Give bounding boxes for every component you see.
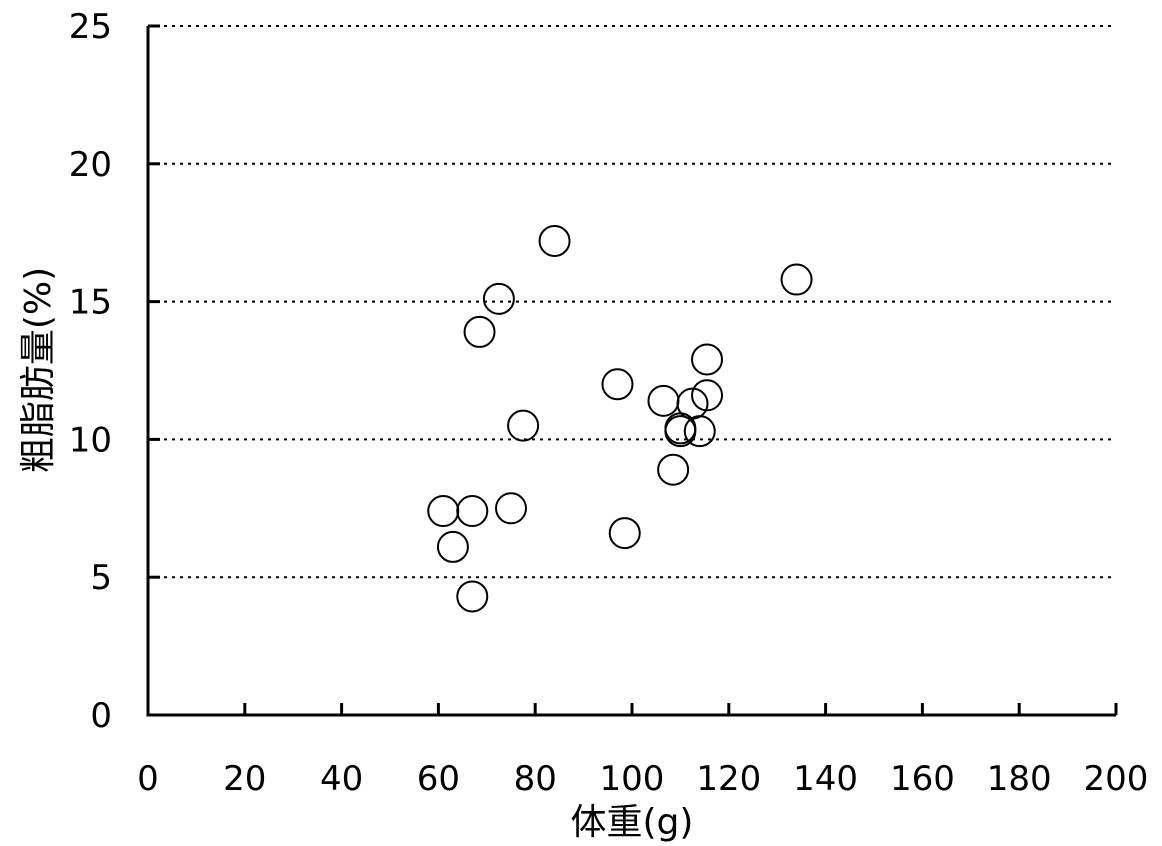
grid-lines <box>148 25 1116 579</box>
y-tick-label: 5 <box>90 558 112 598</box>
x-tick-label: 120 <box>696 759 761 799</box>
data-point <box>691 379 724 412</box>
x-tick-label: 40 <box>320 759 363 799</box>
x-tick-label: 60 <box>417 759 460 799</box>
data-point <box>691 343 724 376</box>
data-point <box>664 415 697 448</box>
data-point <box>647 384 680 417</box>
x-tick-label: 80 <box>514 759 557 799</box>
y-tick-label: 0 <box>90 696 112 736</box>
data-point <box>456 580 489 613</box>
x-tick-label: 140 <box>793 759 858 799</box>
data-point <box>427 495 460 528</box>
y-axis-title: 粗脂肪量(%) <box>18 267 59 473</box>
x-axis-title: 体重(g) <box>571 802 694 843</box>
data-point <box>538 224 571 257</box>
y-tick-label: 20 <box>69 145 112 185</box>
x-axis-ticks: 0 20 40 60 80 100 120 140 160 180 200 <box>137 703 1148 799</box>
data-point <box>608 517 641 550</box>
x-tick-label: 200 <box>1084 759 1149 799</box>
x-tick-label: 20 <box>223 759 266 799</box>
data-point <box>463 315 496 348</box>
data-point <box>657 453 690 486</box>
data-point <box>601 368 634 401</box>
x-tick-label: 0 <box>137 759 159 799</box>
data-point <box>495 492 527 525</box>
x-tick-label: 180 <box>987 759 1052 799</box>
data-point <box>507 409 540 442</box>
data-point <box>780 263 813 296</box>
x-tick-label: 160 <box>890 759 955 799</box>
y-tick-label: 25 <box>69 7 112 47</box>
y-axis-ticks: 0 5 10 15 20 25 <box>69 7 160 736</box>
data-point <box>482 282 515 315</box>
data-point <box>436 530 469 563</box>
data-point <box>683 415 716 448</box>
y-tick-label: 10 <box>69 420 112 460</box>
axes <box>146 26 1116 717</box>
x-tick-label: 100 <box>600 759 665 799</box>
data-points <box>427 224 813 613</box>
y-tick-label: 15 <box>69 283 112 323</box>
data-point <box>456 495 489 528</box>
